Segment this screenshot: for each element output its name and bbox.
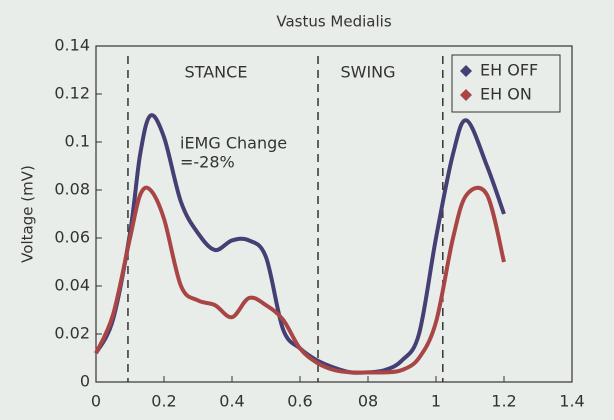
x-tick-label: 1.4 — [559, 392, 584, 411]
y-tick-label: 0.14 — [54, 36, 90, 55]
chart-title: Vastus Medialis — [276, 13, 391, 31]
annotation: STANCE — [185, 63, 248, 82]
legend-marker — [460, 65, 472, 77]
legend-label: EH ON — [480, 85, 532, 104]
y-tick-label: 0 — [80, 372, 90, 391]
x-tick-label: 08 — [358, 392, 378, 411]
x-tick-label: 1 — [431, 392, 441, 411]
y-tick-label: 0.08 — [54, 180, 90, 199]
x-tick-label: 0 — [91, 392, 101, 411]
x-tick-label: 1.2 — [491, 392, 516, 411]
line-series — [94, 185, 506, 375]
line-series — [94, 113, 506, 375]
plot-frame — [95, 45, 573, 383]
y-axis-label: Voltage (mV) — [19, 165, 37, 263]
y-tick-label: 0.1 — [65, 132, 90, 151]
x-tick-label: 0.6 — [287, 392, 312, 411]
annotation: iEMG Change — [180, 134, 287, 153]
legend-label: EH OFF — [480, 61, 538, 80]
legend-marker — [460, 89, 472, 101]
x-tick-label: 0.2 — [151, 392, 176, 411]
y-tick-label: 0.04 — [54, 276, 90, 295]
y-tick-label: 0.06 — [54, 228, 90, 247]
legend-box — [451, 54, 561, 113]
annotation: SWING — [340, 63, 395, 82]
y-tick-label: 0.12 — [54, 84, 90, 103]
annotation: =-28% — [180, 153, 235, 172]
x-tick-label: 0.4 — [219, 392, 244, 411]
y-tick-label: 0.02 — [54, 324, 90, 343]
